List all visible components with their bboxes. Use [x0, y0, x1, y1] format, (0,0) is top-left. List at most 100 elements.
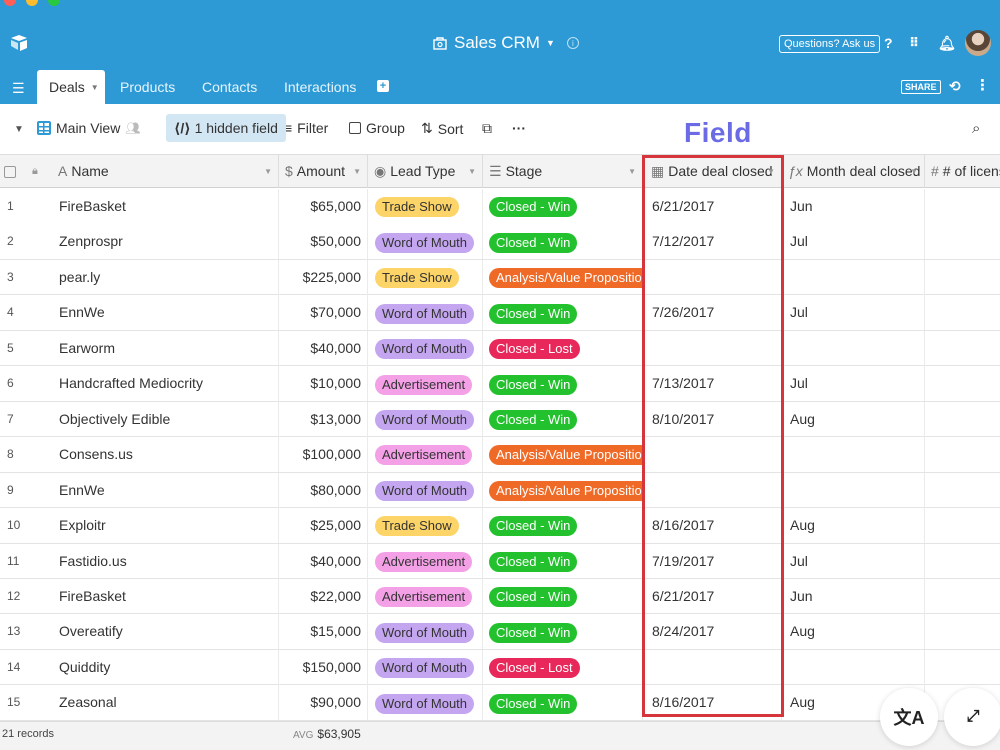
sort-button[interactable]: ⇅ Sort — [421, 120, 463, 137]
airtable-logo-icon[interactable] — [9, 33, 29, 53]
cell-lead-type[interactable]: Word of Mouth — [368, 685, 483, 721]
table-row[interactable]: 8 Consens.us $100,000 Advertisement Analysis… — [0, 437, 1000, 473]
cell-lead-type[interactable]: Trade Show — [368, 189, 483, 224]
table-row[interactable]: 9 EnnWe $80,000 Word of Mouth Analysis/Value… — [0, 472, 1000, 509]
cell-lead-type[interactable]: Advertisement — [368, 366, 483, 402]
cell-name[interactable]: Overeatify — [48, 614, 279, 650]
cell-date-closed[interactable]: 6/21/2017 — [643, 189, 782, 224]
cell-date-closed[interactable] — [643, 472, 782, 508]
apps-grid-icon[interactable]: ⠿ — [909, 35, 920, 50]
expand-icon[interactable]: ⤢ — [944, 688, 1000, 746]
zoom-window-button[interactable] — [48, 0, 60, 6]
cell-amount[interactable]: $225,000 — [279, 259, 368, 295]
cell-licenses[interactable] — [925, 224, 1000, 259]
cell-licenses[interactable] — [925, 366, 1000, 401]
cell-stage[interactable]: Closed - Win — [483, 401, 643, 437]
cell-date-closed[interactable]: 7/26/2017 — [643, 295, 782, 331]
cell-lead-type[interactable]: Word of Mouth — [368, 330, 483, 366]
user-avatar[interactable] — [965, 30, 991, 56]
cell-licenses[interactable] — [925, 331, 1000, 366]
history-icon[interactable]: ⟲ — [949, 78, 961, 94]
cell-stage[interactable]: Analysis/Value Proposition — [483, 472, 643, 508]
view-switcher[interactable]: Main View 👥︎ — [37, 120, 141, 136]
cell-lead-type[interactable]: Word of Mouth — [368, 295, 483, 331]
sidebar-toggle-icon[interactable]: ▼ — [14, 124, 24, 135]
share-view-icon[interactable]: ⧉ — [482, 120, 492, 136]
add-table-icon[interactable]: + — [377, 80, 389, 92]
table-row[interactable]: 3 pear.ly $225,000 Trade Show Analysis/Value… — [0, 259, 1000, 296]
cell-name[interactable]: Exploitr — [48, 508, 279, 544]
cell-amount[interactable]: $40,000 — [279, 330, 368, 366]
cell-amount[interactable]: $25,000 — [279, 508, 368, 544]
cell-date-closed[interactable]: 7/19/2017 — [643, 543, 782, 579]
cell-date-closed[interactable] — [643, 330, 782, 366]
cell-amount[interactable]: $15,000 — [279, 614, 368, 650]
close-window-button[interactable] — [4, 0, 16, 6]
chevron-down-icon[interactable]: ▼ — [628, 167, 636, 176]
cell-stage[interactable]: Closed - Lost — [483, 649, 643, 685]
cell-name[interactable]: EnnWe — [48, 295, 279, 331]
cell-licenses[interactable] — [925, 579, 1000, 614]
chevron-down-icon[interactable]: ▼ — [353, 167, 361, 176]
cell-date-closed[interactable] — [643, 649, 782, 685]
cell-amount[interactable]: $40,000 — [279, 543, 368, 579]
table-row[interactable]: 7 Objectively Edible $13,000 Word of Mouth C… — [0, 401, 1000, 438]
cell-name[interactable]: Zenprospr — [48, 224, 279, 260]
cell-amount[interactable]: $13,000 — [279, 401, 368, 437]
cell-stage[interactable]: Analysis/Value Proposition — [483, 437, 643, 473]
cell-lead-type[interactable]: Word of Mouth — [368, 649, 483, 685]
cell-amount[interactable]: $10,000 — [279, 366, 368, 402]
tab-contacts[interactable]: Contacts — [202, 79, 258, 95]
cell-lead-type[interactable]: Word of Mouth — [368, 401, 483, 437]
cell-licenses[interactable] — [925, 544, 1000, 579]
minimize-window-button[interactable] — [26, 0, 38, 6]
table-row[interactable]: 2 Zenprospr $50,000 Word of Mouth Closed - W… — [0, 224, 1000, 260]
cell-date-closed[interactable]: 6/21/2017 — [643, 578, 782, 614]
cell-stage[interactable]: Closed - Win — [483, 295, 643, 331]
column-header-name[interactable]: A Name ▼ — [48, 155, 279, 188]
cell-amount[interactable]: $150,000 — [279, 649, 368, 685]
cell-stage[interactable]: Closed - Win — [483, 508, 643, 544]
cell-amount[interactable]: $50,000 — [279, 224, 368, 260]
chevron-down-icon[interactable]: ▼ — [264, 167, 272, 176]
base-title[interactable]: Sales CRM ▼ i — [432, 33, 579, 53]
cell-stage[interactable]: Closed - Win — [483, 366, 643, 402]
table-row[interactable]: 10 Exploitr $25,000 Trade Show Closed - Win 8… — [0, 508, 1000, 544]
cell-lead-type[interactable]: Advertisement — [368, 543, 483, 579]
cell-lead-type[interactable]: Word of Mouth — [368, 614, 483, 650]
notification-bell-icon[interactable]: 🔔︎ — [938, 35, 956, 51]
cell-amount[interactable]: $70,000 — [279, 295, 368, 331]
cell-date-closed[interactable]: 7/12/2017 — [643, 224, 782, 260]
cell-date-closed[interactable]: 8/16/2017 — [643, 508, 782, 544]
column-header-amount[interactable]: $ Amount ▼ — [279, 155, 368, 188]
column-header-licenses[interactable]: # # of licens — [925, 155, 1000, 188]
cell-licenses[interactable] — [925, 473, 1000, 508]
cell-amount[interactable]: $80,000 — [279, 472, 368, 508]
cell-stage[interactable]: Closed - Win — [483, 224, 643, 260]
select-all-checkbox[interactable] — [0, 155, 23, 188]
table-row[interactable]: 15 Zeasonal $90,000 Word of Mouth Closed - W… — [0, 685, 1000, 721]
cell-amount[interactable]: $65,000 — [279, 189, 368, 224]
cell-lead-type[interactable]: Advertisement — [368, 437, 483, 473]
cell-name[interactable]: Objectively Edible — [48, 401, 279, 437]
cell-name[interactable]: Zeasonal — [48, 685, 279, 721]
share-button[interactable]: SHARE — [901, 80, 941, 94]
table-row[interactable]: 13 Overeatify $15,000 Word of Mouth Closed -… — [0, 614, 1000, 650]
column-header-month-closed[interactable]: ƒx Month deal closed ▼ — [782, 155, 925, 188]
cell-name[interactable]: Consens.us — [48, 437, 279, 473]
chevron-down-icon[interactable]: ▼ — [767, 167, 775, 176]
column-header-stage[interactable]: ☰ Stage ▼ — [483, 155, 643, 188]
cell-licenses[interactable] — [925, 650, 1000, 685]
cell-stage[interactable]: Analysis/Value Proposition — [483, 259, 643, 295]
cell-name[interactable]: Quiddity — [48, 649, 279, 685]
cell-licenses[interactable] — [925, 260, 1000, 295]
chevron-down-icon[interactable]: ▼ — [90, 83, 99, 92]
cell-licenses[interactable] — [925, 508, 1000, 543]
tab-products[interactable]: Products — [120, 79, 176, 95]
cell-licenses[interactable] — [925, 189, 1000, 224]
cell-name[interactable]: FireBasket — [48, 578, 279, 614]
cell-date-closed[interactable] — [643, 259, 782, 295]
cell-licenses[interactable] — [925, 614, 1000, 649]
cell-name[interactable]: pear.ly — [48, 259, 279, 295]
filter-button[interactable]: ≡ Filter — [284, 120, 328, 136]
